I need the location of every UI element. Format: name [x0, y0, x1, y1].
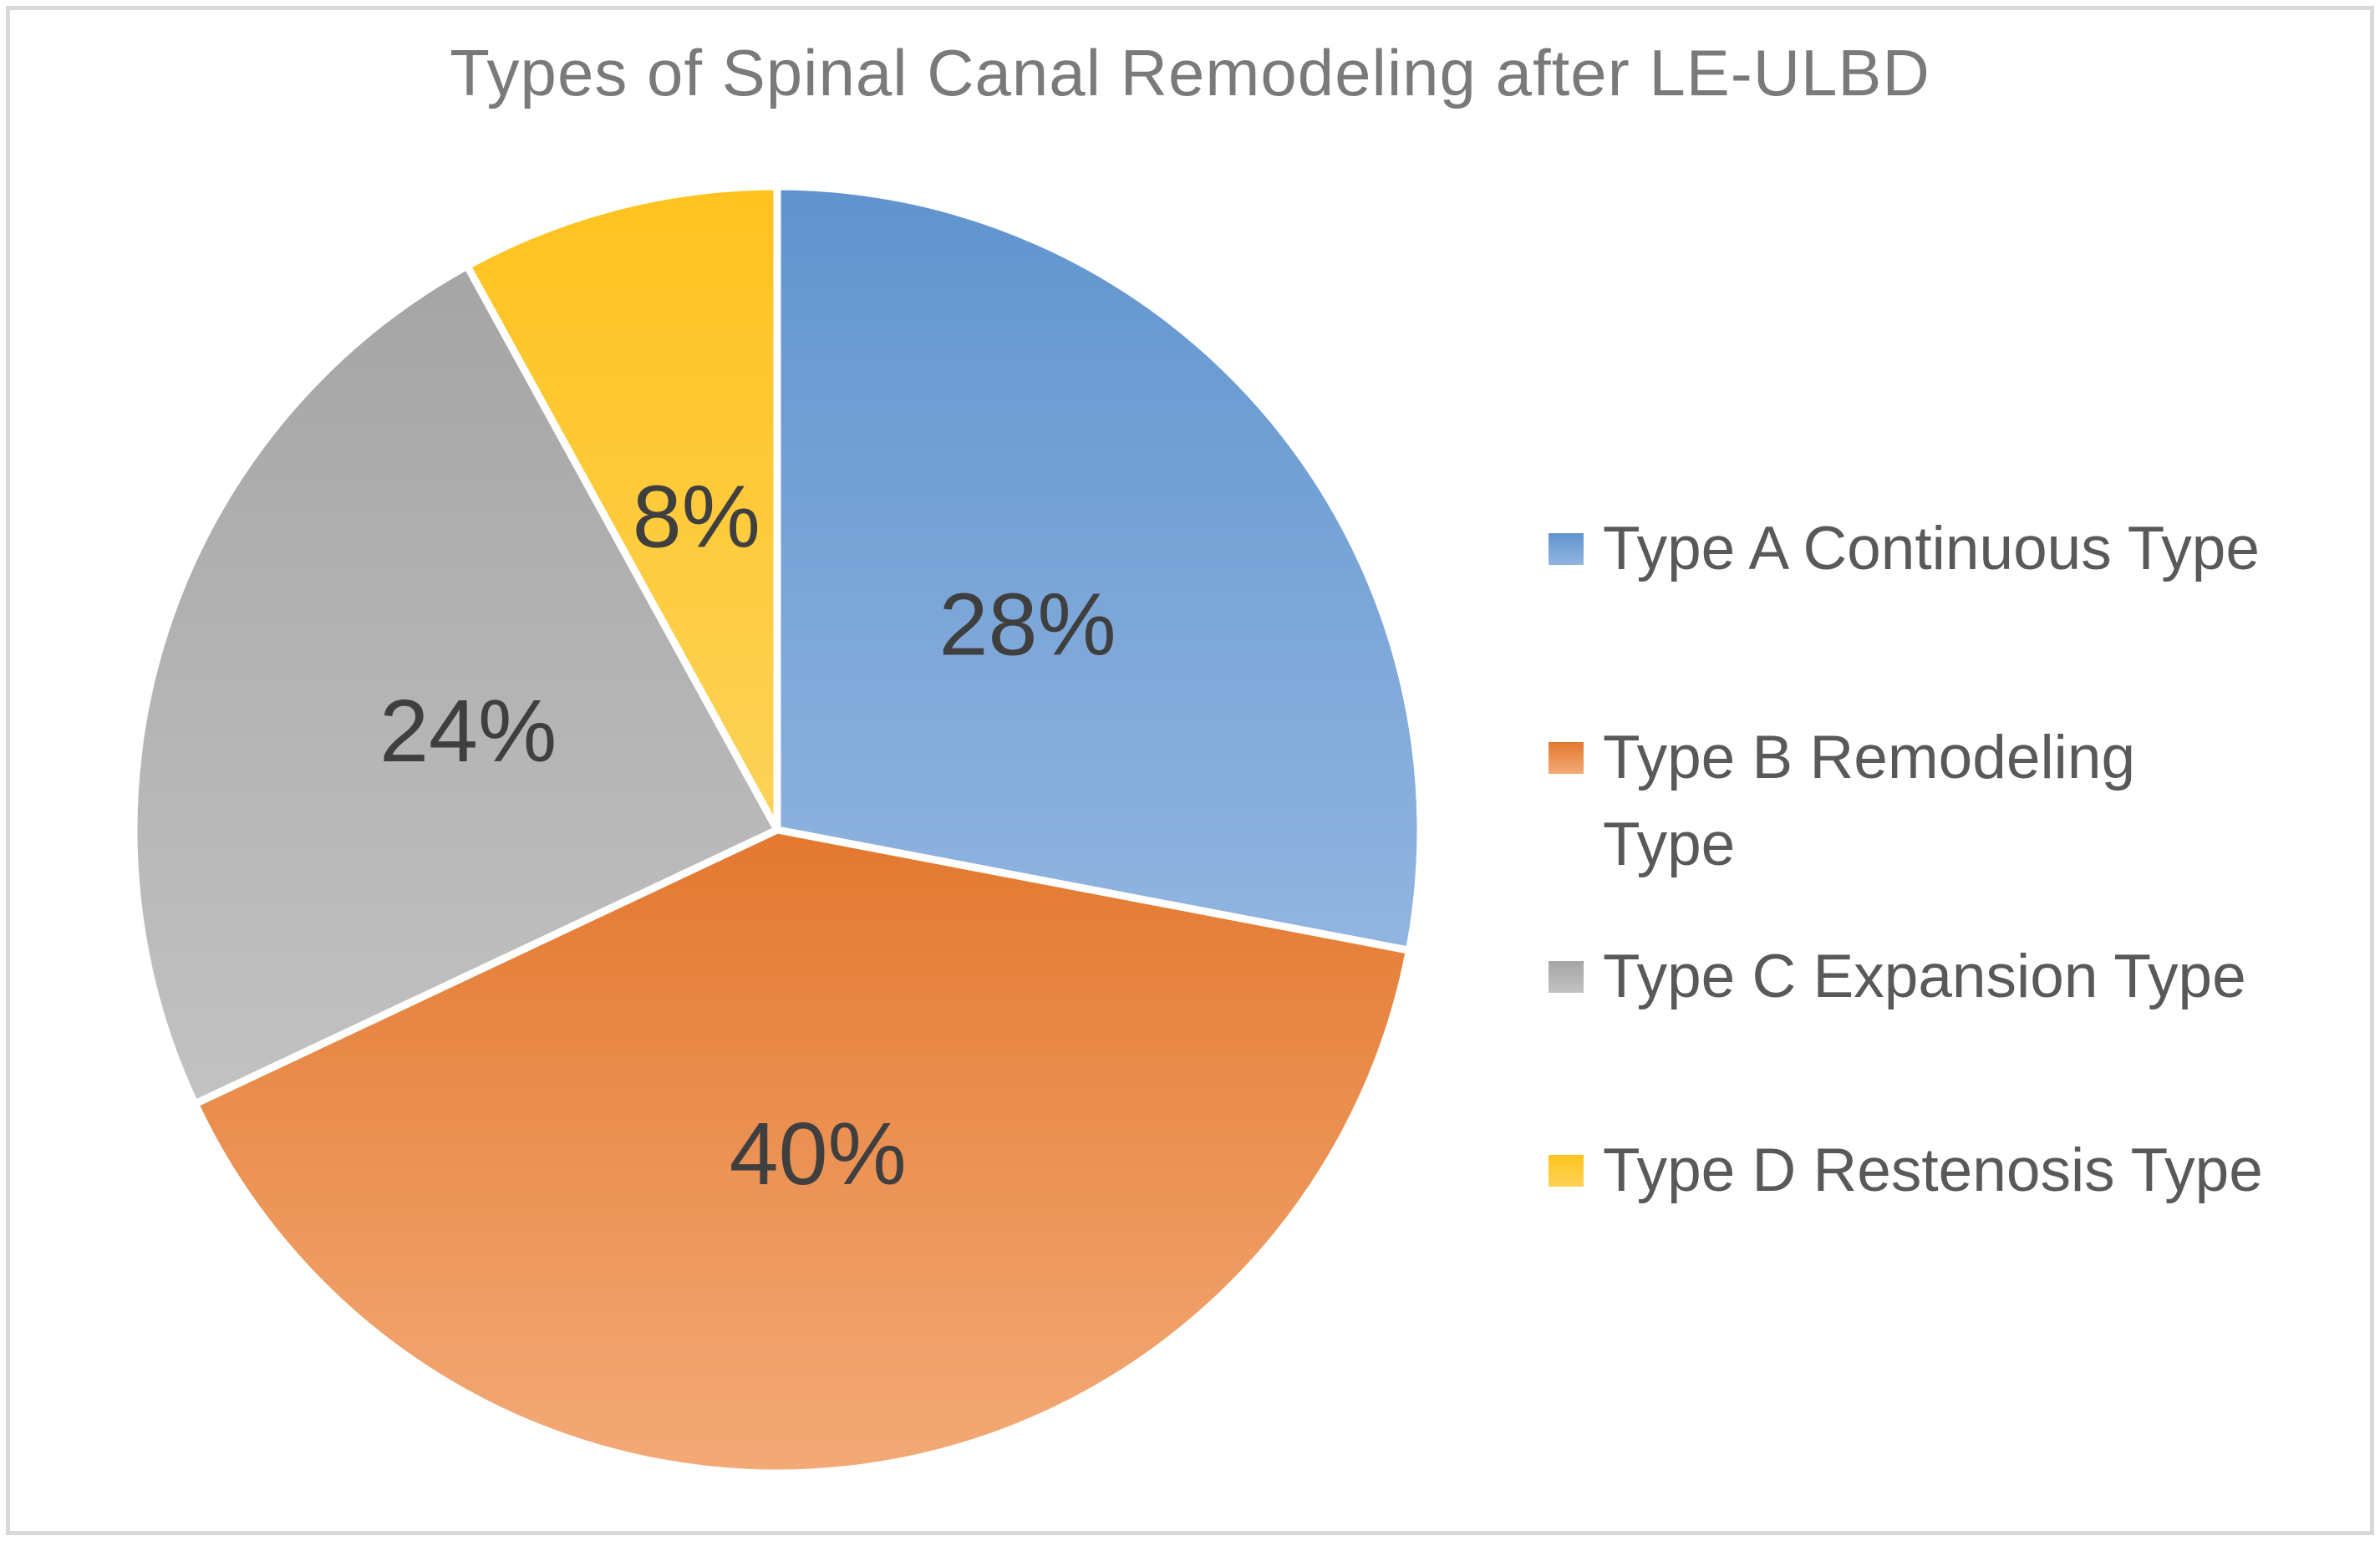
pie-slice-2: [191, 826, 1413, 1477]
pie-data-label: 28%: [939, 575, 1116, 674]
chart-title: Types of Spinal Canal Remodeling after L…: [450, 36, 1930, 109]
pie-slice-4: [463, 182, 781, 834]
pie-data-label: 40%: [730, 1105, 907, 1203]
pie-slice-3: [130, 262, 781, 1108]
pie-chart: 28% 40% 24% 8%: [130, 182, 1425, 1477]
pie-data-label: 8%: [633, 468, 760, 567]
pie-data-label: 24%: [379, 682, 557, 781]
pie-slice-1: [773, 182, 1425, 954]
